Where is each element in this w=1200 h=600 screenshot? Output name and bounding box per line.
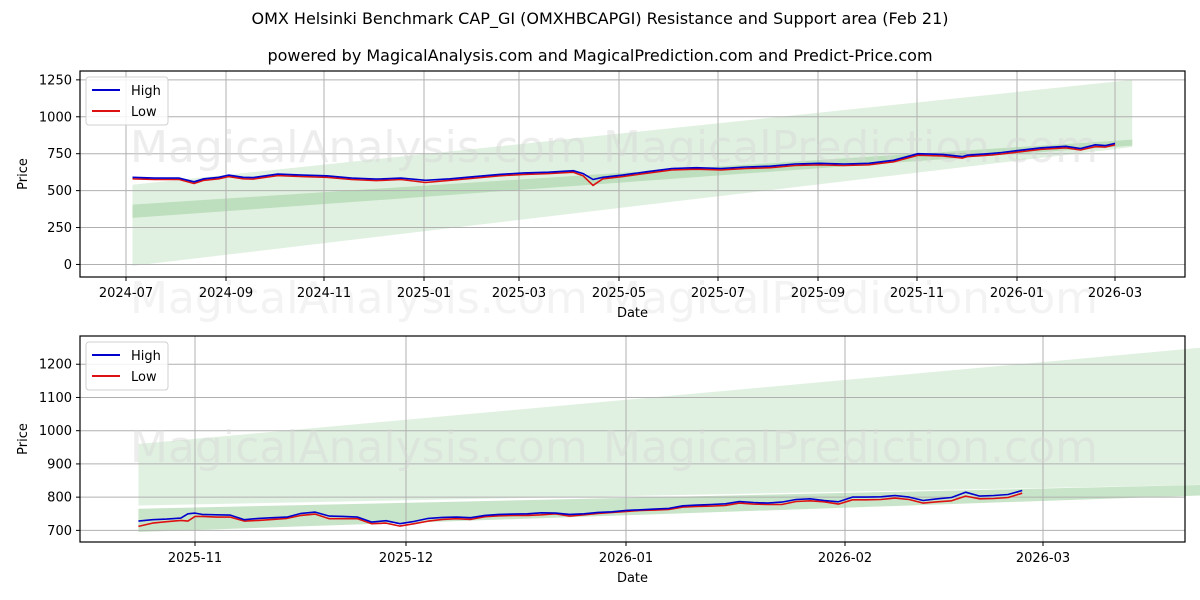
- y-tick-label: 750: [47, 147, 72, 162]
- y-tick-label: 1000: [39, 424, 72, 439]
- legend: High Low: [85, 341, 169, 391]
- legend-label-low: Low: [131, 105, 157, 120]
- y-tick-label: 500: [47, 184, 72, 199]
- top-chart: MagicalAnalysis.com MagicalPrediction.com…: [16, 70, 1186, 324]
- grid-lines: [80, 336, 1185, 542]
- axes: 700 800 900 1000 1100 1200 2025-11 2025-12 2026-…: [16, 335, 1186, 586]
- x-tick-label: 2025-09: [791, 286, 845, 301]
- axes-frame: [79, 70, 1186, 278]
- y-tick-label: 1000: [39, 110, 72, 125]
- x-tick-label: 2026-01: [990, 286, 1044, 301]
- price-lines: [132, 142, 1116, 187]
- x-tick-label: 2025-01: [397, 286, 451, 301]
- high-line: [138, 489, 1023, 525]
- x-axis-label: Date: [617, 571, 648, 586]
- price-lines: [138, 489, 1023, 528]
- y-tick-label: 700: [47, 524, 72, 539]
- watermark: MagicalAnalysis.com MagicalPrediction.com…: [130, 122, 1098, 324]
- x-tick-label: 2025-07: [691, 286, 745, 301]
- legend-label-high: High: [131, 349, 161, 364]
- chart-subtitle: powered by MagicalAnalysis.com and Magic…: [267, 46, 933, 65]
- watermark-text: MagicalAnalysis.com: [130, 273, 588, 324]
- x-tick-label: 2025-11: [890, 286, 944, 301]
- chart-title: OMX Helsinki Benchmark CAP_GI (OMXHBCAPG…: [251, 9, 949, 28]
- x-tick-label: 2024-11: [297, 286, 351, 301]
- x-tick-label: 2024-09: [199, 286, 253, 301]
- bottom-chart: MagicalAnalysis.com MagicalPrediction.com…: [16, 335, 1200, 586]
- x-tick-label: 2024-07: [99, 286, 153, 301]
- x-tick-label: 2025-05: [592, 286, 646, 301]
- y-tick-label: 1250: [39, 73, 72, 88]
- x-tick-label: 2026-02: [818, 551, 872, 566]
- watermark-text: MagicalAnalysis.com: [130, 122, 588, 173]
- x-tick-label: 2025-12: [379, 551, 433, 566]
- legend-label-low: Low: [131, 370, 157, 385]
- watermark-text: MagicalPrediction.com: [603, 273, 1098, 324]
- y-tick-label: 900: [47, 457, 72, 472]
- band-outer: [138, 347, 1200, 506]
- high-line: [132, 142, 1116, 183]
- axes: 0 250 500 750 1000 1250 2024-07 2024-09 2024-11 2…: [16, 70, 1186, 321]
- y-tick-label: 800: [47, 491, 72, 506]
- y-tick-label: 250: [47, 221, 72, 236]
- y-tick-label: 0: [64, 258, 72, 273]
- y-axis-label: Price: [16, 423, 31, 455]
- y-axis-label: Price: [16, 158, 31, 190]
- axes-frame: [79, 335, 1186, 543]
- low-line: [138, 492, 1023, 528]
- watermark: MagicalAnalysis.com MagicalPrediction.com: [130, 422, 1098, 473]
- support-resistance-bands: [132, 79, 1133, 266]
- y-tick-label: 1200: [39, 358, 72, 373]
- x-tick-label: 2026-03: [1088, 286, 1142, 301]
- legend: High Low: [85, 76, 169, 126]
- band-inner: [132, 139, 1133, 218]
- x-tick-label: 2026-03: [1016, 551, 1070, 566]
- x-axis-label: Date: [617, 306, 648, 321]
- watermark-text: MagicalPrediction.com: [603, 422, 1098, 473]
- watermark-text: MagicalAnalysis.com: [130, 422, 588, 473]
- x-tick-label: 2026-01: [599, 551, 653, 566]
- x-tick-label: 2025-11: [168, 551, 222, 566]
- legend-label-high: High: [131, 84, 161, 99]
- x-tick-label: 2025-03: [492, 286, 546, 301]
- low-line: [132, 144, 1116, 187]
- y-tick-label: 1100: [39, 391, 72, 406]
